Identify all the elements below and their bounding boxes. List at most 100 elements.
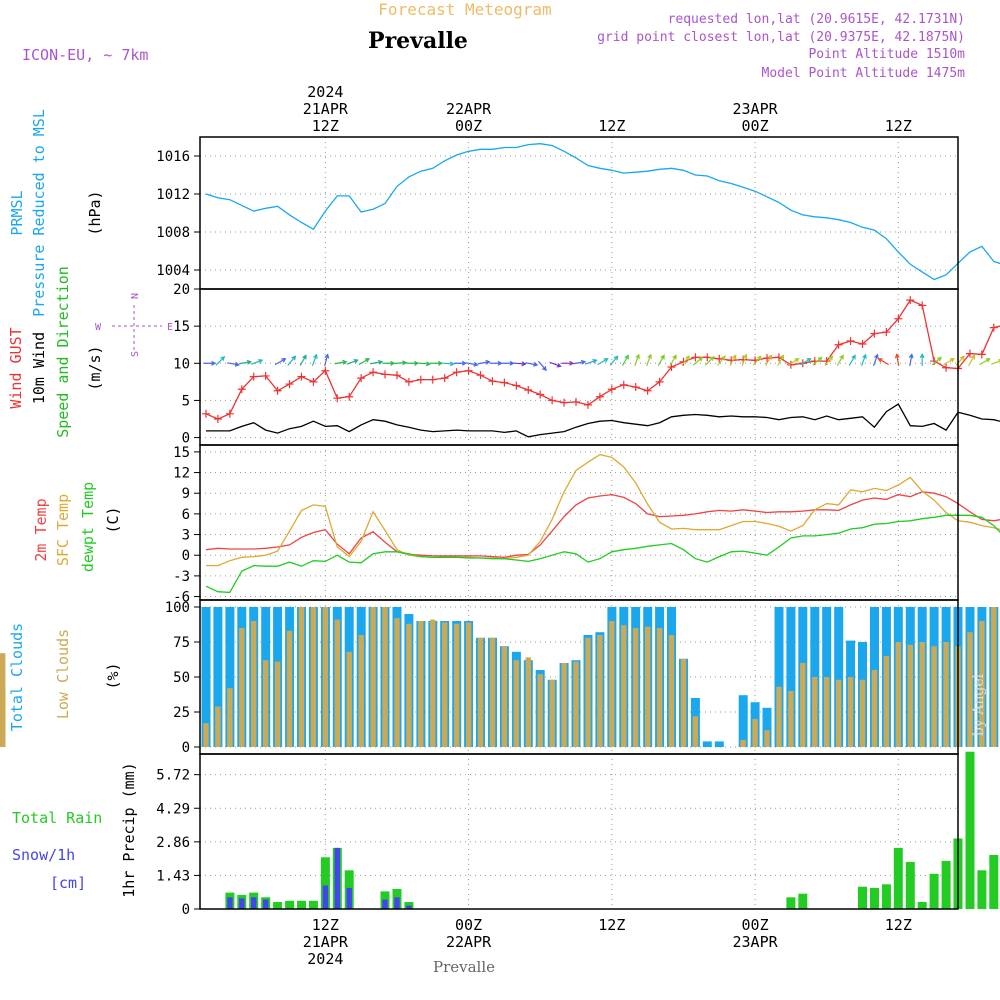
bottom-time-axis: 12Z21APR202400Z22APR12Z00Z23APR12Z00Z24A… (303, 916, 912, 968)
bar-snow-h (394, 897, 400, 909)
y-tick-label: 2.86 (156, 835, 190, 851)
panel-axis-label: Pressure Reduced to MSL (30, 109, 48, 317)
gust-marker (345, 392, 354, 401)
footer-location: Prevalle (433, 958, 495, 976)
bar-total-rain (786, 897, 796, 909)
wind-compass: N S W E (95, 293, 173, 357)
gust-marker (416, 375, 425, 384)
bar-total-clouds (738, 695, 748, 747)
bar-snow-h (406, 905, 412, 909)
bar-low-clouds (931, 646, 937, 747)
top-axis-label: 12Z (598, 117, 625, 135)
wind-direction-arrow (465, 361, 479, 367)
bar-low-clouds (430, 619, 436, 747)
top-axis-label: 00Z (455, 117, 482, 135)
bottom-axis-label: 23APR (732, 933, 778, 951)
bar-total-rain (893, 847, 903, 909)
panel-axis-label: (hPa) (86, 190, 104, 235)
wind-direction-arrow (908, 353, 914, 367)
bar-low-clouds (871, 670, 878, 747)
gust-marker (906, 296, 915, 305)
series-line-sfc-temp (206, 453, 1000, 567)
wind-direction-arrow (777, 354, 785, 366)
bar-low-clouds (286, 630, 293, 747)
y-tick-label: -3 (173, 569, 190, 585)
gust-marker (333, 394, 342, 403)
wind-direction-arrow (836, 354, 844, 366)
bar-low-clouds (585, 637, 591, 747)
top-axis-label: 23APR (732, 100, 778, 118)
bar-total-rain (941, 860, 951, 909)
y-tick-label: 1008 (156, 225, 190, 241)
y-tick-label: 5 (182, 393, 190, 409)
compass-south: S (130, 351, 141, 357)
bottom-axis-label: 12Z (598, 916, 625, 934)
y-tick-label: 1.43 (156, 868, 190, 884)
grid-point-coordinates: grid point closest lon,lat (20.9375E, 42… (597, 30, 965, 45)
series-line-dewpt-temp (205, 514, 1000, 594)
wind-direction-arrow (477, 359, 491, 365)
bar-low-clouds (442, 622, 448, 747)
credit-watermark: by Angel (971, 673, 987, 736)
panel-axis-label: Wind GUST (7, 327, 25, 408)
y-tick-label: 4.29 (156, 801, 190, 817)
location-title: Prevalle (368, 28, 468, 54)
series-line-prmsl (205, 143, 1000, 281)
gust-marker (488, 377, 497, 386)
bar-low-clouds (991, 607, 997, 747)
forecast-title: Forecast Meteogram (378, 0, 551, 19)
wind-direction-arrow (609, 355, 619, 366)
wind-direction-arrow (406, 360, 420, 366)
bar-total-rain (977, 870, 987, 910)
wind-direction-arrow (812, 356, 823, 366)
gust-marker (619, 380, 628, 389)
gust-marker (715, 354, 724, 363)
total-rain-label: Total Rain (12, 809, 102, 827)
bar-low-clouds (800, 663, 806, 747)
bar-low-clouds (597, 635, 603, 747)
bar-total-clouds (702, 741, 712, 747)
bar-low-clouds (477, 637, 484, 747)
bar-total-rain (965, 751, 975, 909)
bar-total-rain (273, 902, 283, 909)
bottom-axis-label: 12Z (312, 916, 339, 934)
bar-total-rain (798, 893, 808, 909)
snow-unit-label: [cm] (50, 874, 86, 892)
gust-marker (392, 371, 401, 380)
bar-total-clouds (213, 607, 223, 747)
panel-axis-label: dewpt Temp (79, 482, 97, 572)
y-tick-label: 0 (182, 431, 190, 447)
wind-direction-arrow (311, 353, 318, 367)
wind-direction-arrow (894, 353, 900, 367)
gust-marker (989, 323, 998, 332)
wind-direction-arrow (215, 356, 226, 366)
gust-marker (237, 385, 246, 394)
panel-axis-label: (m/s) (86, 345, 104, 390)
bar-low-clouds (859, 679, 866, 747)
gust-marker (249, 372, 258, 381)
bar-total-clouds (834, 607, 844, 747)
gust-marker (965, 349, 974, 358)
bar-low-clouds (656, 628, 663, 747)
wind-direction-arrow (334, 359, 348, 365)
panel-axis-label: (%) (104, 662, 122, 689)
panel-axis-label: Total Clouds (8, 623, 26, 731)
bar-low-clouds (883, 656, 890, 747)
compass-north: N (130, 293, 141, 299)
bar-low-clouds (895, 642, 901, 747)
bar-low-clouds (835, 679, 842, 747)
wind-direction-arrow (430, 360, 444, 366)
top-axis-label: 12Z (312, 117, 339, 135)
bar-snow-h (334, 847, 340, 909)
series-line-wind-gust (205, 299, 1000, 420)
bar-total-rain (858, 886, 867, 909)
precip-axis-label: 1hr Precip (mm) (120, 762, 138, 897)
panel-axis-label: SFC Temp (54, 494, 72, 566)
wind-direction-arrow (741, 353, 748, 367)
bar-low-clouds (525, 657, 531, 747)
gust-marker (428, 375, 437, 384)
wind-direction-arrow (919, 353, 925, 366)
gust-marker (261, 371, 270, 380)
gust-marker (357, 374, 366, 383)
